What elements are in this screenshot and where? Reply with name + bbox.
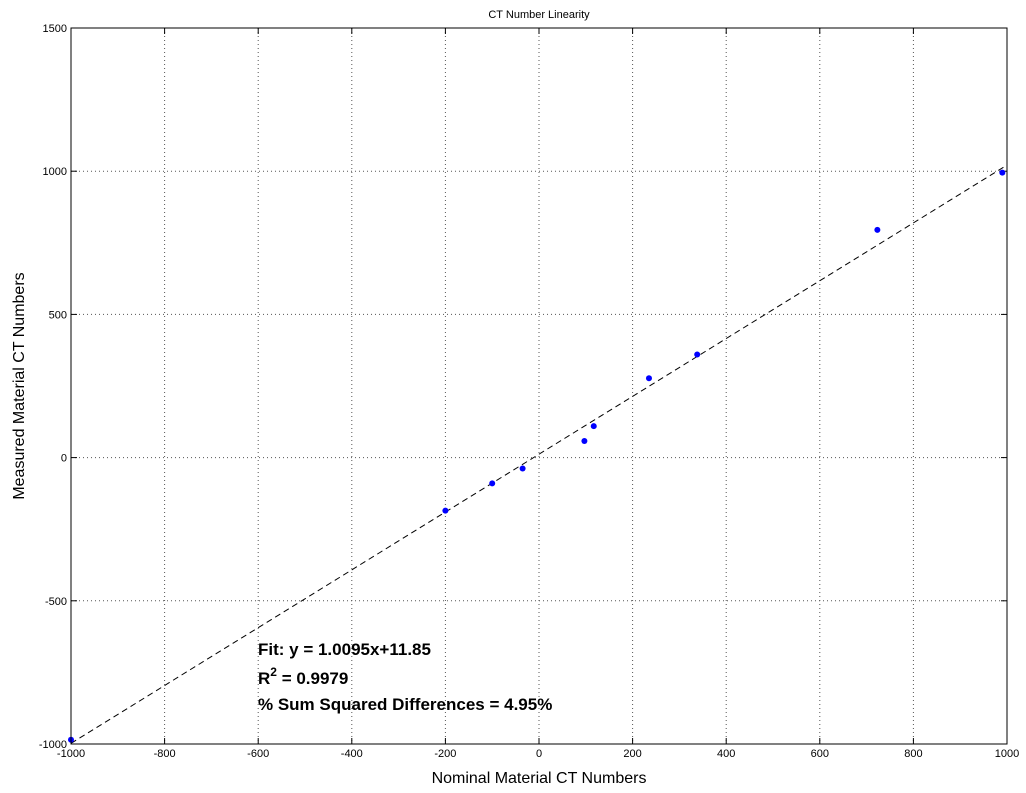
plot-frame xyxy=(70,27,1008,745)
chart-title: CT Number Linearity xyxy=(488,9,590,21)
data-point xyxy=(645,375,652,382)
data-point xyxy=(489,480,496,487)
x-tick-label: -1000 xyxy=(57,748,85,760)
y-axis-label: Measured Material CT Numbers xyxy=(11,272,28,499)
data-point xyxy=(581,437,588,444)
x-tick-label: 1000 xyxy=(995,748,1019,760)
r-squared-superscript: 2 xyxy=(270,665,277,679)
y-tick-label: 1500 xyxy=(43,23,67,35)
x-tick-label: 0 xyxy=(536,748,542,760)
data-point xyxy=(590,423,597,430)
ticks: -1000 -800 -600 -400 -200 0 200 400 600 800 1000 -1… xyxy=(39,23,1019,760)
x-tick-label: -600 xyxy=(247,748,269,760)
data-point xyxy=(694,351,701,358)
x-tick-label: 600 xyxy=(811,748,829,760)
x-tick-label: -400 xyxy=(341,748,363,760)
x-tick-label: 800 xyxy=(904,748,922,760)
x-tick-label: -200 xyxy=(434,748,456,760)
fit-equation-annotation: Fit: y = 1.0095x+11.85 xyxy=(258,640,431,659)
y-tick-label: 0 xyxy=(61,453,67,465)
r-squared-symbol: R xyxy=(258,669,270,688)
data-point xyxy=(519,465,526,472)
grid xyxy=(71,28,1007,744)
y-tick-label: -500 xyxy=(45,596,67,608)
fit-line xyxy=(70,164,1008,744)
data-point xyxy=(874,226,881,233)
data-point xyxy=(442,507,449,514)
r-squared-annotation: R2 = 0.9979 xyxy=(258,665,348,688)
y-tick-label: 500 xyxy=(49,309,67,321)
data-points xyxy=(68,169,1006,743)
x-tick-label: 400 xyxy=(717,748,735,760)
data-point xyxy=(999,169,1006,176)
x-tick-label: -800 xyxy=(154,748,176,760)
r-squared-value: = 0.9979 xyxy=(277,669,348,688)
x-axis-label: Nominal Material CT Numbers xyxy=(432,770,647,787)
y-tick-label: -1000 xyxy=(39,739,67,751)
ssd-annotation: % Sum Squared Differences = 4.95% xyxy=(258,695,552,714)
x-tick-label: 200 xyxy=(623,748,641,760)
y-tick-label: 1000 xyxy=(43,166,67,178)
